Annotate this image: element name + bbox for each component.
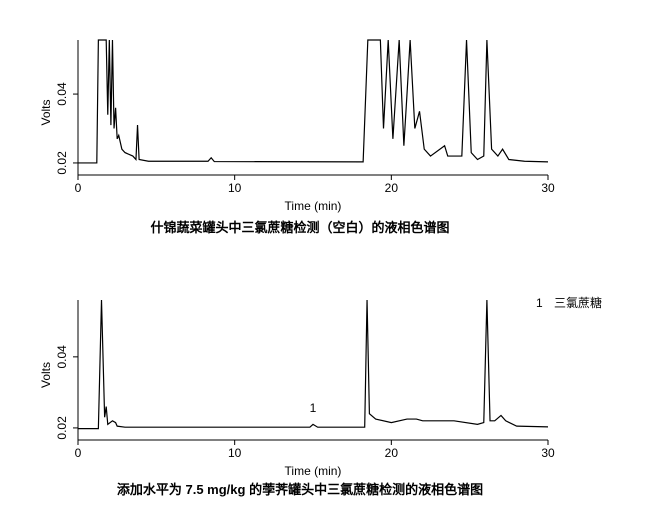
x-tick-label: 30 [541,181,555,195]
legend-number: 1 [536,296,543,310]
trace [78,299,549,430]
x-tick-label: 10 [228,446,242,460]
x-tick-label: 0 [75,446,82,460]
y-axis-label: Volts [39,362,53,388]
y-tick-label: 0.02 [55,151,69,175]
x-tick-label: 30 [541,446,555,460]
x-axis-label: Time (min) [285,199,342,213]
y-tick-label: 0.04 [55,82,69,106]
x-tick-label: 0 [75,181,82,195]
x-tick-label: 20 [385,446,399,460]
x-tick-label: 10 [228,181,242,195]
y-axis-label: Volts [39,99,53,125]
y-tick-label: 0.04 [55,345,69,369]
x-tick-label: 20 [385,181,399,195]
y-tick-label: 0.02 [55,416,69,440]
trace [78,39,549,164]
caption: 添加水平为 7.5 mg/kg 的荸荠罐头中三氯蔗糖检测的液相色谱图 [117,482,483,497]
caption: 什锦蔬菜罐头中三氯蔗糖检测（空白）的液相色谱图 [150,220,449,235]
peak-annotation: 1 [310,401,317,415]
legend-name: 三氯蔗糖 [554,295,602,310]
x-axis-label: Time (min) [285,464,342,478]
